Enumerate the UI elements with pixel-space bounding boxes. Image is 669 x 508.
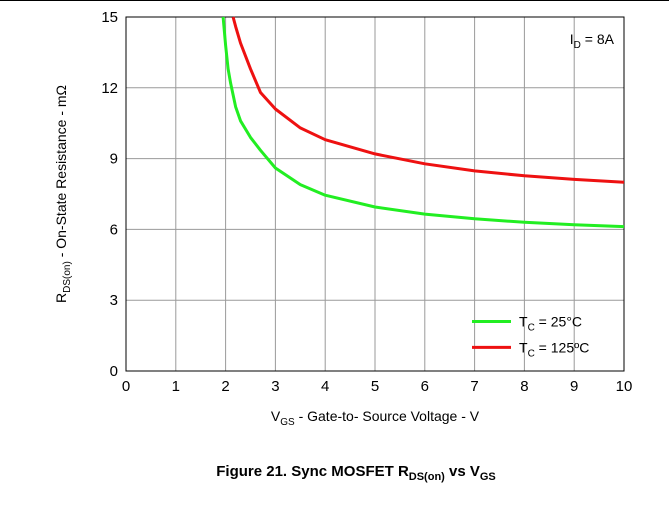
grid: [126, 17, 624, 371]
figure-caption: Figure 21. Sync MOSFET RDS(on) vs VGS: [216, 463, 496, 483]
x-tick-label: 2: [221, 378, 229, 395]
top-rule: [0, 0, 669, 1]
y-tick-label: 3: [110, 292, 118, 309]
legend-label-25c: TC = 25°C: [519, 313, 582, 333]
id-annotation: ID = 8A: [570, 31, 615, 51]
legend-label-125c: TC = 125ºC: [519, 339, 589, 359]
x-tick-label: 7: [470, 378, 478, 395]
series-line-0: [221, 16, 625, 229]
y-axis-label: RDS(on) - On-State Resistance - mΩ: [53, 85, 73, 303]
plot-frame: [125, 16, 625, 372]
x-tick-label: 0: [122, 378, 130, 395]
series-line-1: [231, 16, 625, 184]
x-tick-label: 1: [172, 378, 180, 395]
legend: TC = 25°C TC = 125ºC: [472, 313, 589, 359]
x-axis-label: VGS - Gate-to- Source Voltage - V: [271, 408, 480, 428]
x-tick-labels: 0 1 2 3 4 5 6 7 8 9 10: [122, 378, 633, 395]
x-tick-label: 8: [520, 378, 528, 395]
y-tick-labels: 0 3 6 9 12 15: [101, 9, 118, 380]
x-tick-label: 3: [271, 378, 279, 395]
x-tick-label: 6: [421, 378, 429, 395]
x-tick-label: 9: [570, 378, 578, 395]
y-tick-label: 15: [101, 9, 118, 26]
y-tick-label: 12: [101, 80, 118, 97]
x-tick-label: 5: [371, 378, 379, 395]
y-tick-label: 0: [110, 363, 118, 380]
y-tick-label: 9: [110, 151, 118, 168]
x-tick-label: 10: [616, 378, 633, 395]
series-layer: [221, 16, 625, 229]
x-tick-label: 4: [321, 378, 329, 395]
y-tick-label: 6: [110, 221, 118, 238]
